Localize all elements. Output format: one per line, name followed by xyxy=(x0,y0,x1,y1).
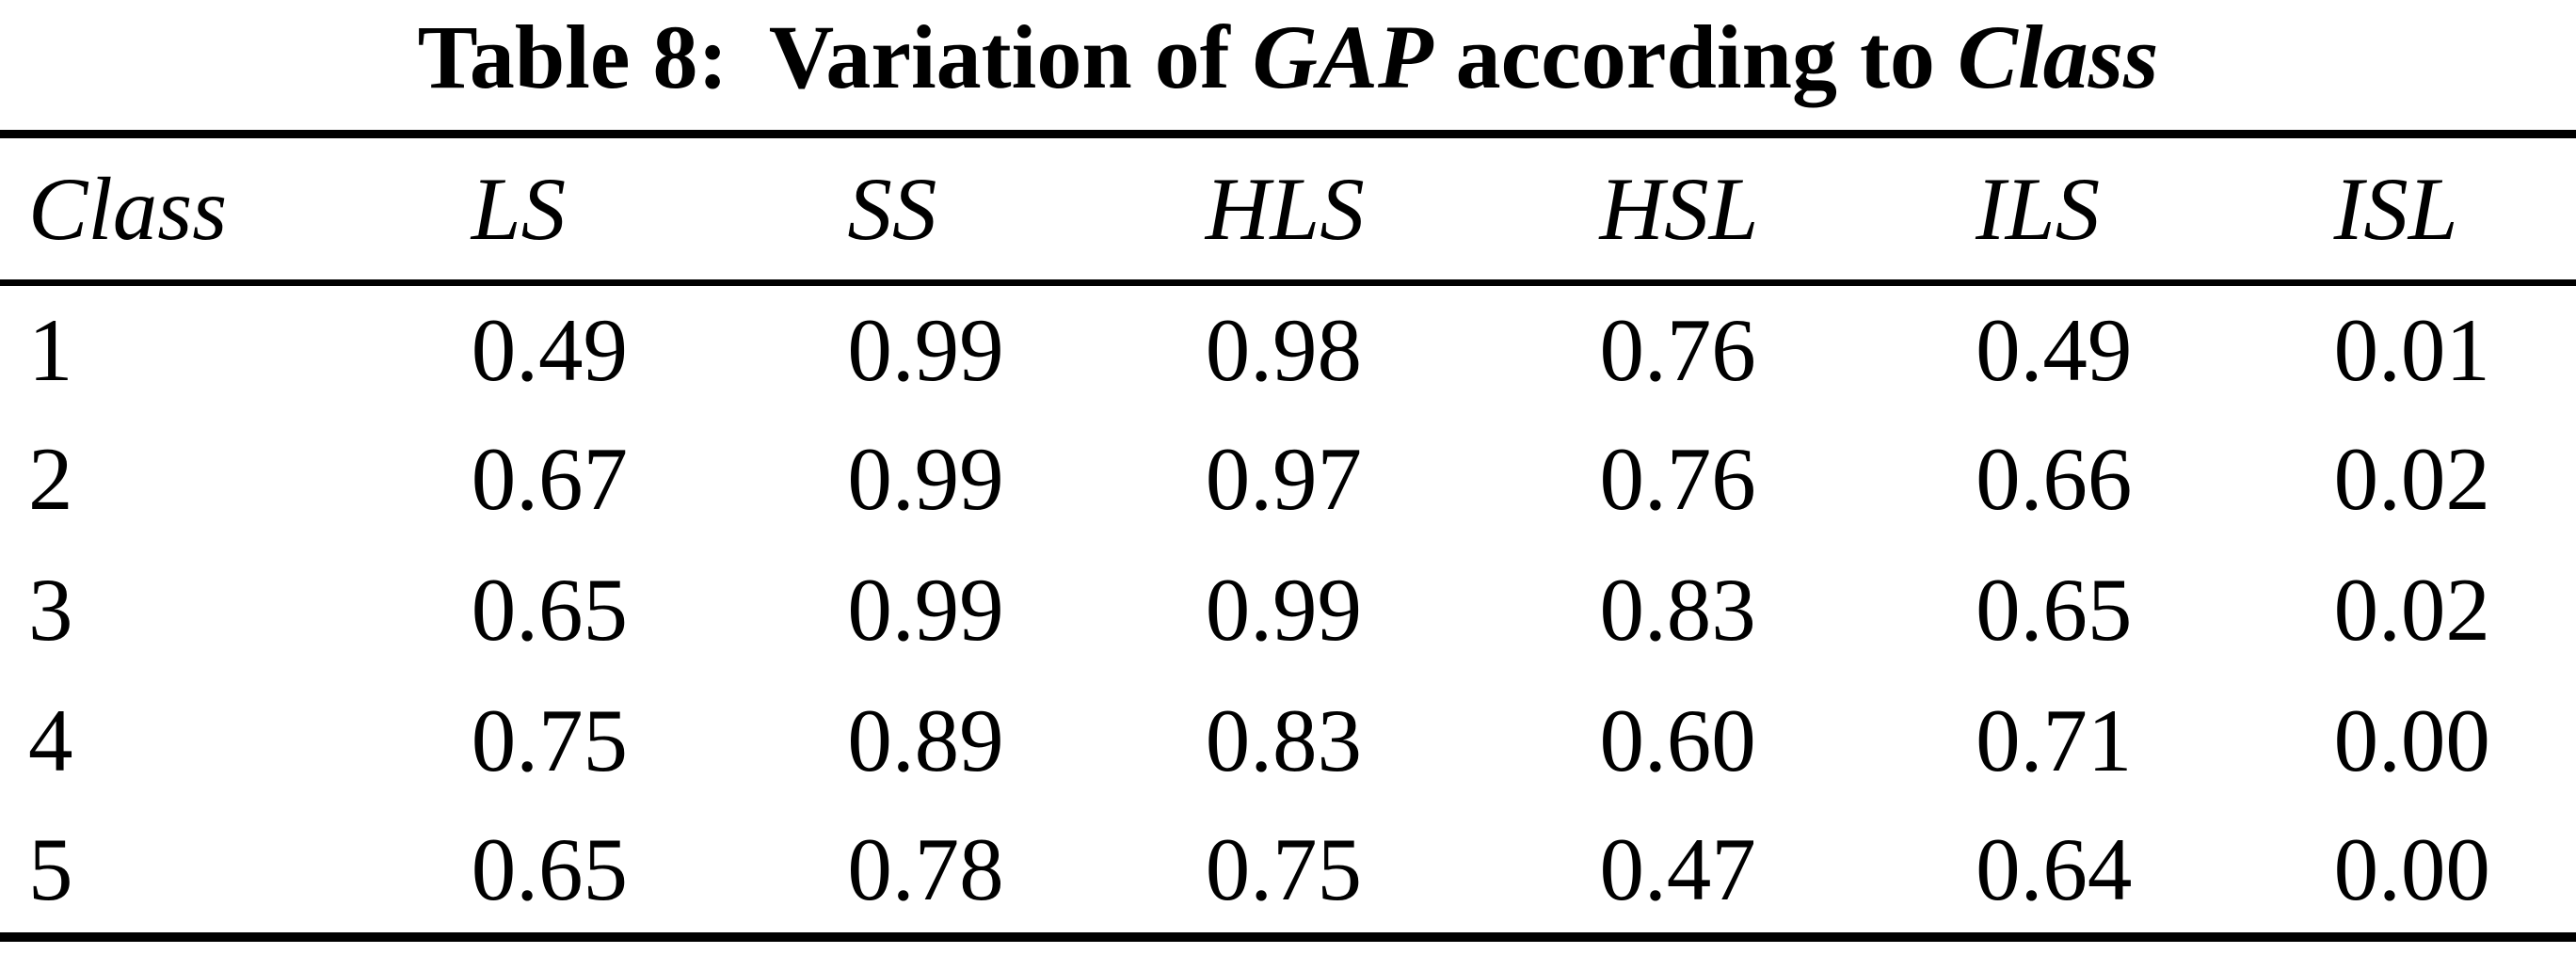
table-caption-label: Table 8: xyxy=(417,7,728,107)
value-cell: 0.65 xyxy=(471,560,628,660)
value-cell: 0.00 xyxy=(2333,691,2490,790)
table-caption-term-class: Class xyxy=(1957,7,2159,107)
column-header-ss: SS xyxy=(819,134,1177,286)
value-cell: 0.78 xyxy=(847,819,1004,919)
value-cell: 0.67 xyxy=(471,429,628,529)
value-cell: 0.75 xyxy=(471,691,628,790)
class-cell: 4 xyxy=(28,691,73,790)
table-row: 1 0.49 0.99 0.98 0.76 0.49 0.01 xyxy=(0,283,2576,414)
table-caption: Table 8: Variation of GAP according to C… xyxy=(0,0,2576,115)
value-cell: 0.02 xyxy=(2333,560,2490,660)
header-row: Class LS SS HLS HSL ILS ISL xyxy=(0,134,2576,286)
value-cell: 0.99 xyxy=(1205,560,1363,660)
value-cell: 0.01 xyxy=(2333,299,2490,400)
value-cell: 0.02 xyxy=(2333,429,2490,529)
value-cell: 0.83 xyxy=(1205,691,1363,790)
value-cell: 0.99 xyxy=(847,560,1004,660)
value-cell: 0.75 xyxy=(1205,819,1363,919)
value-cell: 0.99 xyxy=(847,429,1004,529)
value-cell: 0.89 xyxy=(847,691,1004,790)
table-caption-term-gap: GAP xyxy=(1252,7,1433,107)
class-cell: 1 xyxy=(28,299,73,400)
value-cell: 0.47 xyxy=(1599,819,1756,919)
column-header-isl: ISL xyxy=(2305,134,2576,286)
value-cell: 0.83 xyxy=(1599,560,1756,660)
table-row: 3 0.65 0.99 0.99 0.83 0.65 0.02 xyxy=(0,545,2576,676)
class-cell: 5 xyxy=(28,819,73,919)
value-cell: 0.65 xyxy=(1976,560,2133,660)
value-cell: 0.71 xyxy=(1976,691,2133,790)
table-row: 2 0.67 0.99 0.97 0.76 0.66 0.02 xyxy=(0,414,2576,545)
value-cell: 0.49 xyxy=(1976,299,2133,400)
value-cell: 0.00 xyxy=(2333,819,2490,919)
table-caption-text-1: Variation of xyxy=(747,7,1253,107)
value-cell: 0.66 xyxy=(1976,429,2133,529)
column-header-hsl: HSL xyxy=(1571,134,1948,286)
value-cell: 0.98 xyxy=(1205,299,1363,400)
value-cell: 0.76 xyxy=(1599,429,1756,529)
table-caption-text-2: according to xyxy=(1432,7,1958,107)
value-cell: 0.97 xyxy=(1205,429,1363,529)
value-cell: 0.60 xyxy=(1599,691,1756,790)
value-cell: 0.49 xyxy=(471,299,628,400)
class-cell: 3 xyxy=(28,560,73,660)
table-row: 4 0.75 0.89 0.83 0.60 0.71 0.00 xyxy=(0,676,2576,806)
gap-table: Class LS SS HLS HSL ILS ISL 1 0.49 0.99 … xyxy=(0,130,2576,942)
column-header-ils: ILS xyxy=(1947,134,2306,286)
column-header-hls: HLS xyxy=(1176,134,1572,286)
value-cell: 0.99 xyxy=(847,299,1004,400)
value-cell: 0.65 xyxy=(471,819,628,919)
class-cell: 2 xyxy=(28,429,73,529)
value-cell: 0.64 xyxy=(1976,819,2133,919)
value-cell: 0.76 xyxy=(1599,299,1756,400)
table-row: 5 0.65 0.78 0.75 0.47 0.64 0.00 xyxy=(0,806,2576,937)
column-header-ls: LS xyxy=(442,134,820,286)
column-header-class: Class xyxy=(0,134,443,286)
